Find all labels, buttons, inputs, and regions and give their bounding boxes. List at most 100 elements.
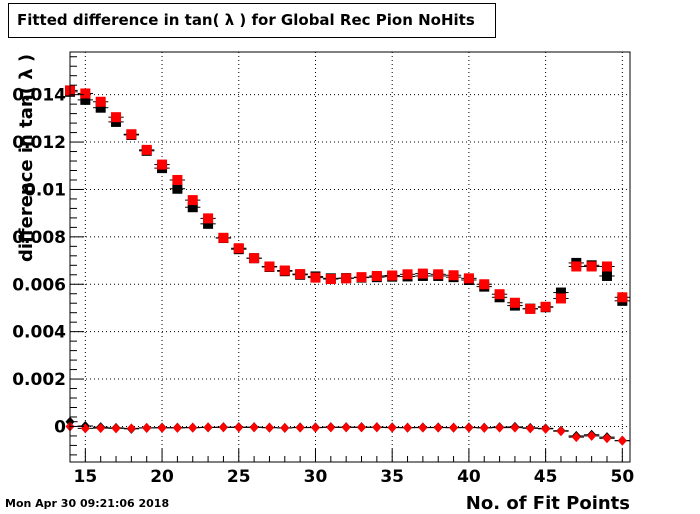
x-axis-label: No. of Fit Points (466, 493, 630, 514)
series-3-point (157, 422, 167, 433)
series-3-point (525, 423, 535, 434)
series-1-point (509, 297, 520, 308)
series-3-point (295, 422, 305, 433)
series-3-point (372, 422, 382, 433)
series-3-point (326, 422, 336, 433)
series-0-point (187, 202, 198, 213)
series-3-point (510, 422, 520, 433)
y-tick-label: 0.006 (12, 275, 66, 295)
series-3-point (403, 422, 413, 433)
series-1-point (479, 279, 490, 290)
series-3-point (449, 422, 459, 433)
series-3-point (341, 422, 351, 433)
series-3-point (433, 422, 443, 433)
series-1-point (356, 272, 367, 283)
series-1-point (601, 261, 612, 272)
series-3-point (96, 423, 106, 434)
y-tick-label: 0.012 (12, 133, 66, 153)
series-1-point (433, 269, 444, 280)
series-1-point (371, 270, 382, 281)
series-3-point (80, 423, 90, 434)
series-3-point (387, 422, 397, 433)
series-1-point (95, 96, 106, 107)
x-tick-label: 40 (457, 467, 481, 487)
series-3-point (264, 422, 274, 433)
series-1-point (295, 269, 306, 280)
series-1-point (249, 253, 260, 264)
x-tick-label: 50 (610, 467, 634, 487)
series-3-point (464, 422, 474, 433)
x-tick-label: 20 (150, 467, 174, 487)
series-3-point (203, 422, 213, 433)
series-3-point (479, 422, 489, 433)
x-tick-label: 15 (74, 467, 98, 487)
series-1-point (80, 88, 91, 99)
series-3-point (571, 432, 581, 443)
series-3-point (188, 422, 198, 433)
series-1-point (341, 273, 352, 284)
series-1-point (617, 292, 628, 303)
series-1-point (417, 268, 428, 279)
plot-frame (69, 51, 631, 463)
series-1-point (325, 274, 336, 285)
series-3-point (111, 423, 121, 434)
series-3-point (218, 422, 228, 433)
series-3-point (142, 422, 152, 433)
series-3-point (617, 435, 627, 446)
series-1-point (448, 270, 459, 281)
y-tick-label: 0.004 (12, 323, 66, 343)
series-3-point (357, 422, 367, 433)
series-0-point (80, 94, 91, 105)
series-1-point (540, 301, 551, 312)
grid-lines (70, 52, 630, 462)
series-1-point (387, 270, 398, 281)
y-axis-label: difference in tan( λ ) (16, 54, 37, 262)
y-tick-label: 0.01 (24, 180, 66, 200)
y-tick-label: 0 (54, 417, 66, 437)
series-0-point (601, 270, 612, 281)
series-1-point (111, 112, 122, 123)
series-0-point (95, 102, 106, 113)
series-0-point (172, 183, 183, 194)
series-3-point (587, 430, 597, 441)
series-3-point (126, 423, 136, 434)
x-tick-label: 45 (534, 467, 558, 487)
series-1-point (203, 213, 214, 224)
series-1-point (126, 129, 137, 140)
series-1-point (187, 195, 198, 206)
series-3-point (556, 426, 566, 437)
chart-title: Fitted difference in tan( λ ) for Global… (8, 3, 496, 38)
series-3-point (602, 433, 612, 444)
series-1-point (218, 232, 229, 243)
series-1-point (586, 261, 597, 272)
x-tick-label: 35 (380, 467, 404, 487)
series-1-point (172, 174, 183, 185)
series-1-point (494, 289, 505, 300)
axes: 15 20 25 30 35 40 45 50 0 0.002 0.004 0.006 0.008 0.0… (12, 56, 634, 487)
series-0-point (555, 287, 566, 298)
series-3-point (280, 422, 290, 433)
series-1-point (141, 144, 152, 155)
series-0-point (203, 218, 214, 229)
series-1-point (555, 293, 566, 304)
x-tick-label: 30 (304, 467, 328, 487)
y-tick-label: 0.002 (12, 370, 66, 390)
series-3-point (418, 422, 428, 433)
series-3-point (541, 423, 551, 434)
series-3-point (234, 422, 244, 433)
series-1-point (264, 261, 275, 272)
series-1-point (310, 272, 321, 283)
series-1-point (463, 273, 474, 284)
y-tick-label: 0.014 (12, 86, 66, 106)
series-3-point (495, 422, 505, 433)
series-3-point (310, 422, 320, 433)
x-tick-label: 25 (227, 467, 251, 487)
series-1-point (571, 261, 582, 272)
data-markers (65, 85, 628, 446)
series-1-point (279, 265, 290, 276)
timestamp-footer: Mon Apr 30 09:21:06 2018 (5, 497, 170, 510)
y-tick-label: 0.008 (12, 228, 66, 248)
series-1-point (233, 243, 244, 254)
series-3-point (172, 422, 182, 433)
